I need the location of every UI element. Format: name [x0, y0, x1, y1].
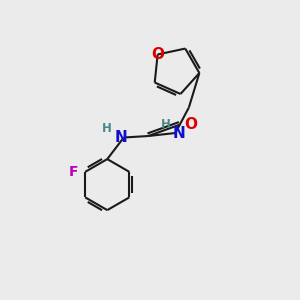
Text: H: H: [161, 118, 171, 131]
Text: H: H: [102, 122, 112, 135]
Text: N: N: [114, 130, 127, 145]
Text: O: O: [184, 117, 197, 132]
Text: N: N: [172, 125, 185, 140]
Text: F: F: [69, 165, 79, 179]
Text: O: O: [151, 47, 164, 62]
